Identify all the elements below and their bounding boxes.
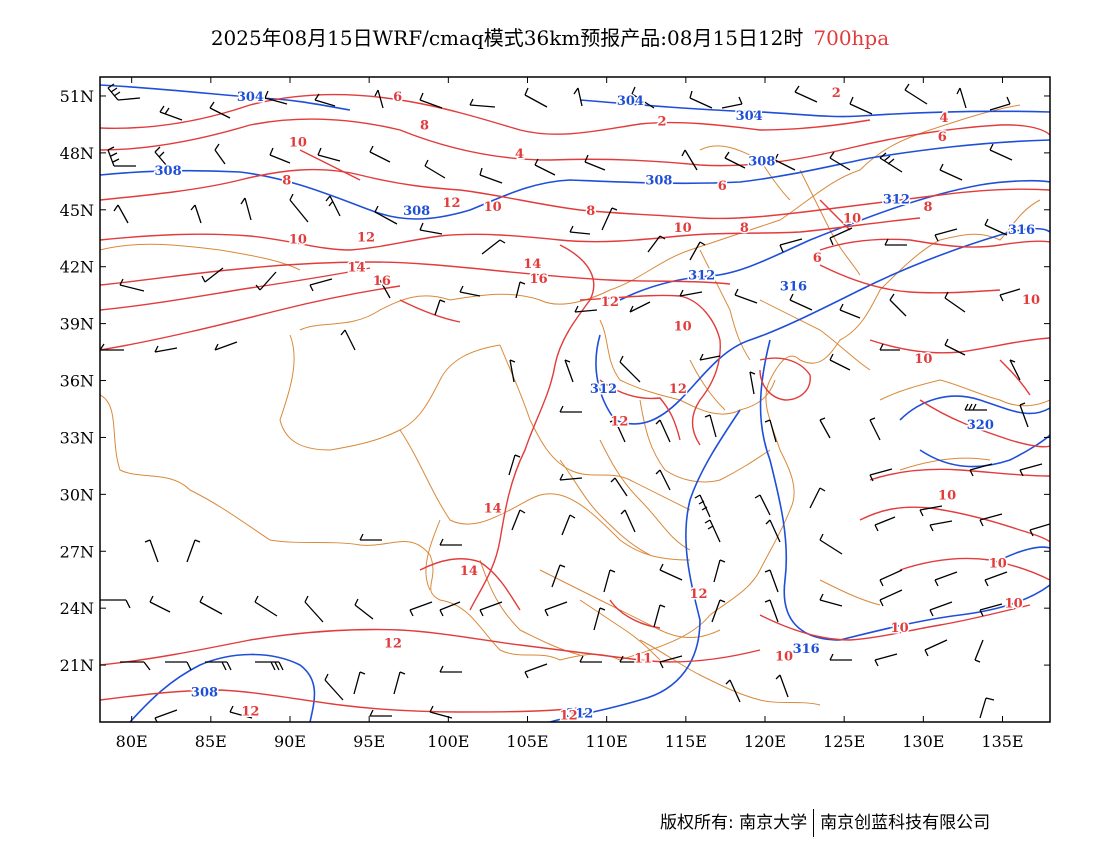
temperature-contour-label: 16 [373, 274, 391, 289]
geopotential-contour-label: 312 [883, 192, 910, 207]
wind-barbs [100, 83, 1050, 722]
temperature-contour-label: 8 [282, 173, 291, 188]
lon-tick-label: 85E [195, 732, 227, 751]
temperature-contour-label: 12 [560, 708, 578, 723]
temperature-contour-label: 14 [484, 502, 502, 517]
temperature-contour-label: 10 [289, 136, 307, 151]
lon-tick-label: 80E [116, 732, 148, 751]
lon-tick-label: 95E [353, 732, 385, 751]
temperature-isolines [100, 93, 1050, 713]
temperature-contour-label: 6 [718, 179, 727, 194]
temperature-contour-label: 12 [601, 295, 619, 310]
lon-tick-label: 105E [506, 732, 548, 751]
temperature-contour-label: 12 [689, 587, 707, 602]
geopotential-contour-label: 304 [736, 109, 763, 124]
temperature-contour-label: 10 [674, 221, 692, 236]
lat-tick-label: 51N [60, 87, 94, 106]
lat-tick-label: 27N [60, 542, 94, 561]
lon-tick-label: 115E [665, 732, 707, 751]
temperature-contour-label: 14 [347, 261, 365, 276]
geopotential-contour-label: 308 [155, 164, 182, 179]
lon-tick-label: 135E [981, 732, 1023, 751]
temperature-contour-label: 10 [914, 352, 932, 367]
chart-title: 2025年08月15日WRF/cmaq模式36km预报产品:08月15日12时 7… [0, 22, 1100, 51]
lon-tick-label: 125E [823, 732, 865, 751]
temperature-contour-label: 8 [420, 118, 429, 133]
geopotential-contour-label: 320 [967, 418, 994, 433]
temperature-contour-label: 12 [241, 705, 259, 720]
temperature-contour-label: 10 [938, 488, 956, 503]
temperature-contour-label: 10 [775, 650, 793, 665]
temperature-contour-label: 14 [460, 564, 478, 579]
geopotential-contour-label: 304 [617, 94, 644, 109]
title-level: 700hpa [813, 26, 890, 50]
lat-tick-label: 48N [60, 144, 94, 163]
lat-tick-label: 30N [60, 485, 94, 504]
lon-tick-label: 130E [902, 732, 944, 751]
temperature-contour-label: 6 [393, 90, 402, 105]
lat-tick-label: 45N [60, 201, 94, 220]
temperature-contour-label: 16 [530, 272, 548, 287]
temperature-contour-label: 8 [586, 204, 595, 219]
temperature-contour-label: 10 [289, 232, 307, 247]
footer-divider [813, 809, 815, 837]
geopotential-contour-label: 312 [590, 382, 617, 397]
lat-tick-label: 36N [60, 372, 94, 391]
temperature-contour-label: 2 [832, 86, 841, 101]
temperature-contour-label: 10 [989, 557, 1007, 572]
lat-tick-label: 42N [60, 258, 94, 277]
geopotential-labels: 304 304 304 308 308 308 308 312 312 312 312 316 316 3… [153, 88, 1037, 722]
latitude-axis: 21N 24N 27N 30N 33N 36N 39N 42N 45N 48N 51N [60, 87, 1050, 675]
copyright-footer: 版权所有: 南京大学 南京创蓝科技有限公司 [660, 808, 990, 837]
geopotential-contour-label: 316 [780, 280, 807, 295]
temperature-contour-label: 10 [1022, 293, 1040, 308]
lat-tick-label: 24N [60, 599, 94, 618]
geopotential-contour-label: 308 [191, 686, 218, 701]
map-features: 304 304 304 308 308 308 308 312 312 312 312 316 316 3… [100, 83, 1050, 723]
province-borders [100, 104, 1050, 706]
temperature-contour-label: 12 [384, 636, 402, 651]
temperature-contour-label: 6 [813, 251, 822, 266]
geopotential-contour-label: 312 [688, 268, 715, 283]
temperature-contour-label: 8 [740, 221, 749, 236]
temperature-contour-label: 2 [658, 115, 667, 130]
temperature-contour-label: 12 [669, 382, 687, 397]
geopotential-contour-label: 308 [748, 154, 775, 169]
temperature-contour-label: 6 [938, 130, 947, 145]
geopotential-contour-label: 312 [566, 707, 593, 722]
temperature-contour-label: 8 [924, 200, 933, 215]
temperature-contour-label: 10 [484, 200, 502, 215]
temperature-contour-label: 11 [634, 652, 652, 667]
map-frame [99, 76, 1051, 723]
geopotential-contour-label: 308 [403, 204, 430, 219]
temperature-contour-label: 10 [674, 320, 692, 335]
temperature-contour-label: 4 [939, 111, 948, 126]
lon-tick-label: 120E [744, 732, 786, 751]
longitude-axis: 80E 85E 90E 95E 100E 105E 110E 115E 120E 125E 130E… [116, 77, 1024, 751]
temperature-contour-label: 10 [843, 211, 861, 226]
temperature-contour-label: 10 [891, 621, 909, 636]
geopotential-contour-label: 304 [237, 90, 264, 105]
geopotential-contour-label: 316 [793, 642, 820, 657]
temperature-contour-label: 4 [515, 147, 524, 162]
copyright-left: 版权所有: 南京大学 [660, 813, 808, 833]
lat-tick-label: 21N [60, 656, 94, 675]
geopotential-contour-label: 316 [1008, 223, 1035, 238]
lon-tick-label: 110E [586, 732, 628, 751]
title-main: 2025年08月15日WRF/cmaq模式36km预报产品:08月15日12时 [210, 26, 804, 50]
temperature-contour-label: 12 [442, 196, 460, 211]
geopotential-contour-label: 308 [645, 173, 672, 188]
temperature-contour-label: 12 [357, 230, 375, 245]
temperature-contour-label: 12 [610, 414, 628, 429]
temperature-contour-label: 10 [1005, 596, 1023, 611]
lon-tick-label: 100E [427, 732, 469, 751]
temperature-contour-label: 14 [523, 257, 541, 272]
lon-tick-label: 90E [274, 732, 306, 751]
lat-tick-label: 39N [60, 315, 94, 334]
copyright-right: 南京创蓝科技有限公司 [820, 813, 991, 833]
lat-tick-label: 33N [60, 428, 94, 447]
